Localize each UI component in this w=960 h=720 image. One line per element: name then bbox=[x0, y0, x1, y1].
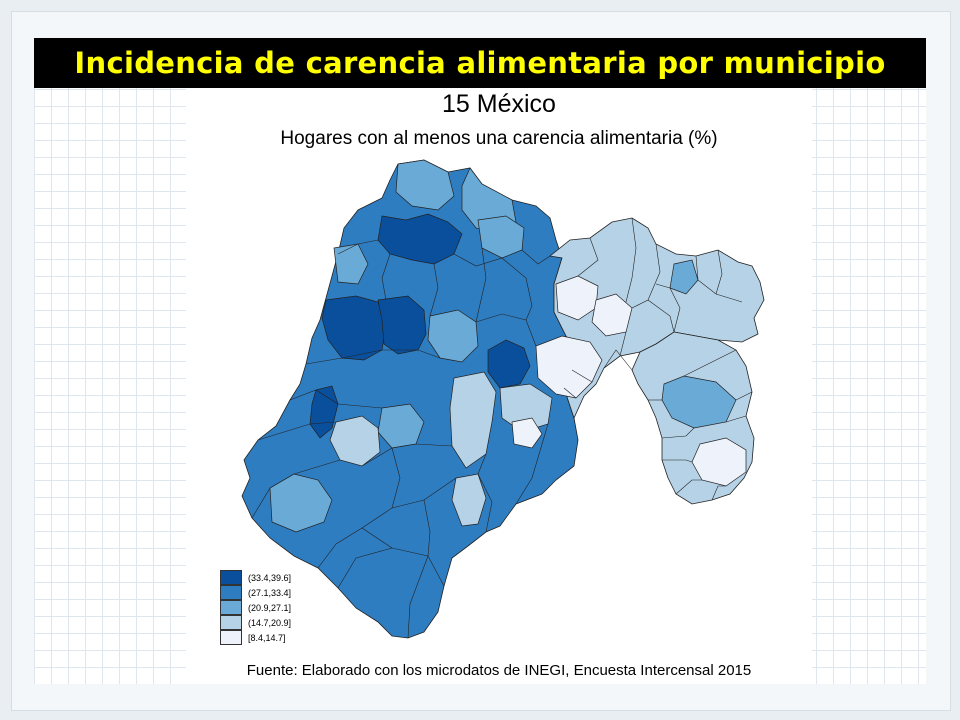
legend-swatch bbox=[220, 630, 242, 645]
map-title: 15 México bbox=[442, 90, 556, 118]
municipality-class5 bbox=[511, 417, 543, 449]
municipality-class5 bbox=[691, 437, 747, 487]
municipality-class1 bbox=[309, 385, 339, 439]
municipality-class4 bbox=[329, 415, 381, 467]
map-legend: (33.4,39.6] (27.1,33.4] (20.9,27.1] (14.… bbox=[220, 570, 291, 645]
legend-swatch bbox=[220, 615, 242, 630]
municipality-class3 bbox=[669, 259, 699, 295]
legend-item: (33.4,39.6] bbox=[220, 570, 291, 585]
legend-swatch bbox=[220, 570, 242, 585]
legend-item: (14.7,20.9] bbox=[220, 615, 291, 630]
legend-label: (27.1,33.4] bbox=[248, 587, 292, 598]
legend-item: (20.9,27.1] bbox=[220, 600, 291, 615]
legend-label: [8.4,14.7] bbox=[248, 632, 286, 643]
municipality-boundaries bbox=[251, 217, 753, 639]
legend-label: (14.7,20.9] bbox=[248, 617, 292, 628]
municipality-class3 bbox=[269, 473, 333, 533]
legend-label: (20.9,27.1] bbox=[248, 602, 292, 613]
slide-title-bar: Incidencia de carencia alimentaria por m… bbox=[34, 38, 926, 88]
municipality-class1 bbox=[321, 295, 387, 361]
legend-item: (27.1,33.4] bbox=[220, 585, 291, 600]
legend-swatch bbox=[220, 585, 242, 600]
map-subtitle: Hogares con al menos una carencia alimen… bbox=[280, 128, 718, 149]
legend-item: [8.4,14.7] bbox=[220, 630, 291, 645]
map-source: Fuente: Elaborado con los microdatos de … bbox=[246, 662, 752, 679]
legend-swatch bbox=[220, 600, 242, 615]
municipality-class3 bbox=[395, 159, 455, 211]
map-panel: 15 México Hogares con al menos una caren… bbox=[186, 88, 812, 684]
choropleth-map bbox=[241, 159, 765, 639]
municipality-class3 bbox=[333, 243, 369, 285]
municipality-class3 bbox=[427, 309, 479, 363]
slide-title: Incidencia de carencia alimentaria por m… bbox=[74, 46, 886, 80]
municipality-class1 bbox=[487, 339, 531, 389]
legend-label: (33.4,39.6] bbox=[248, 572, 292, 583]
